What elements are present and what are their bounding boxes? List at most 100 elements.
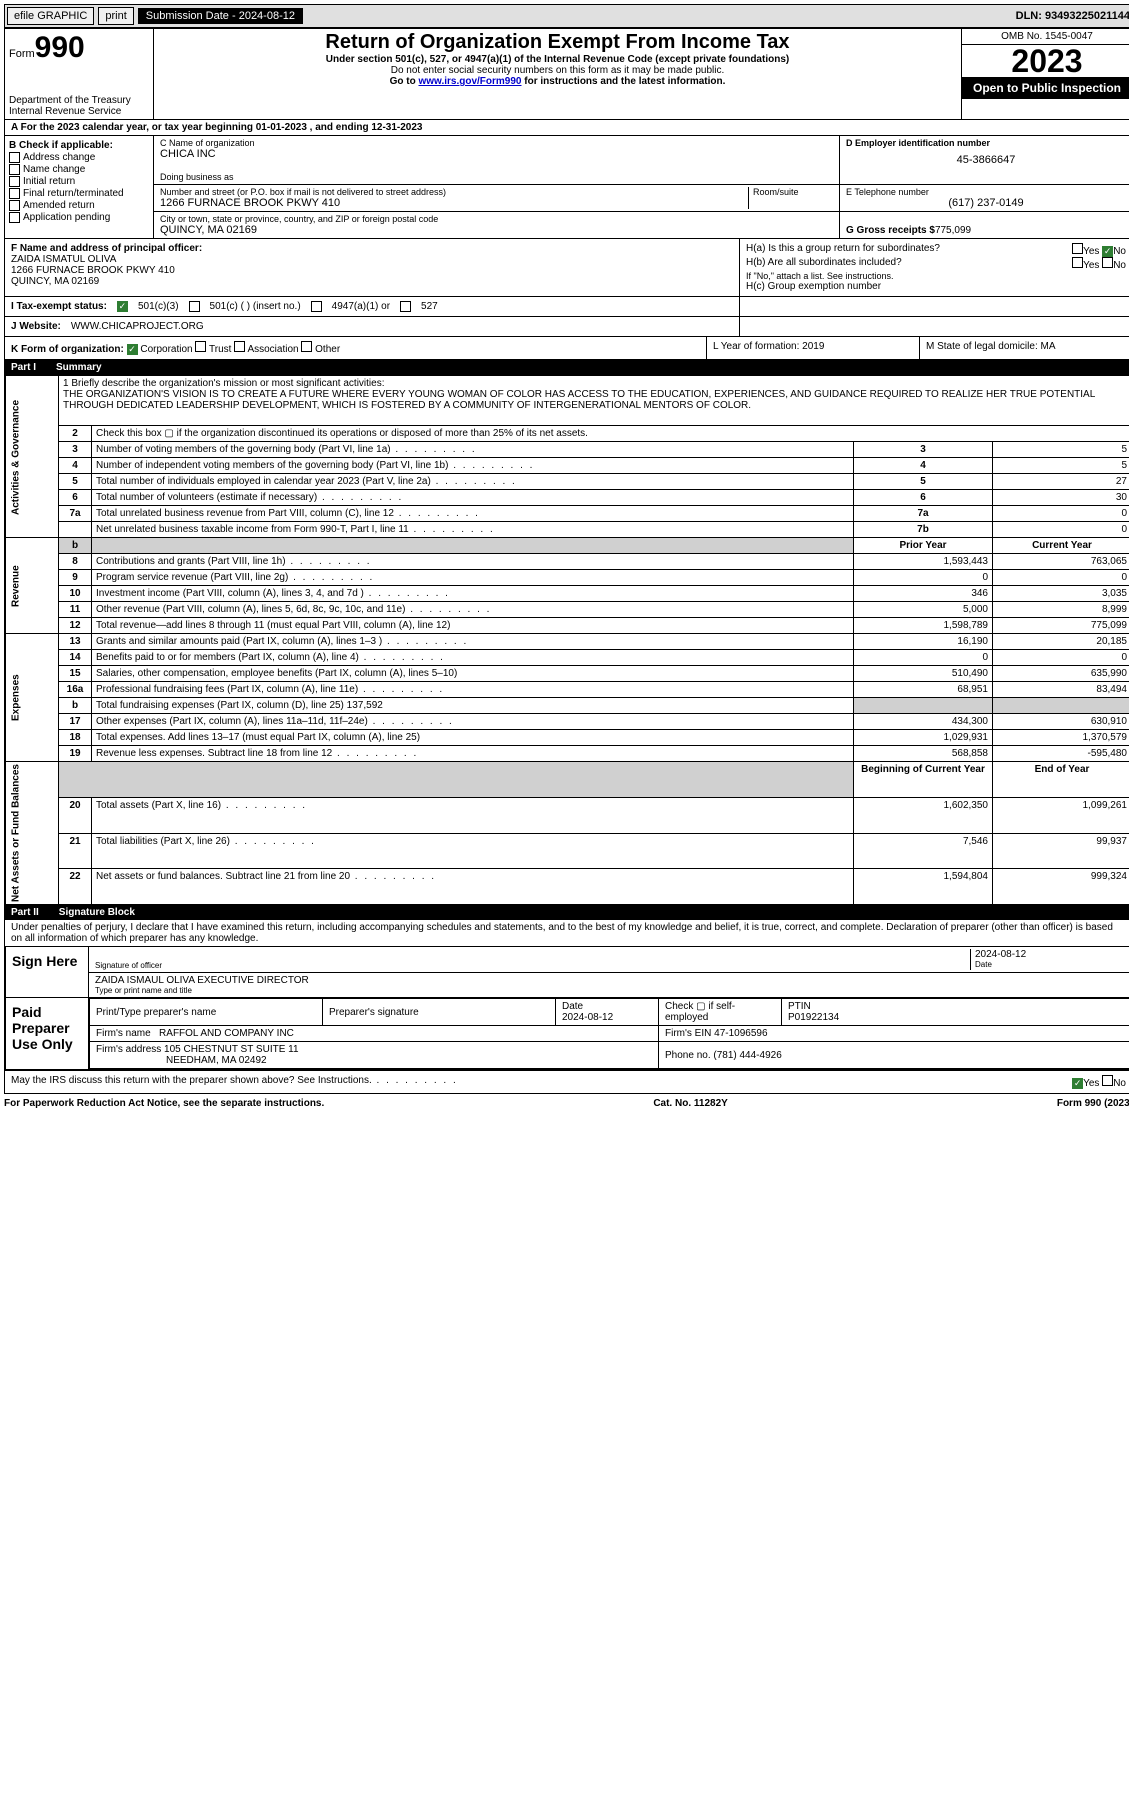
ty-prefix: A For the 2023 calendar year, or tax yea…	[11, 122, 256, 133]
row-j: J Website: WWW.CHICAPROJECT.ORG	[5, 317, 1129, 337]
lbl-city: City or town, state or province, country…	[160, 214, 833, 224]
cap-date: Date	[975, 960, 1125, 969]
row-f-h: F Name and address of principal officer:…	[5, 239, 1129, 297]
hb-yes-lbl: Yes	[1083, 260, 1099, 271]
side-governance: Activities & Governance	[6, 376, 59, 538]
ty-end: 12-31-2023	[371, 122, 422, 133]
hb-yes[interactable]	[1072, 257, 1083, 268]
hdr-begin: Beginning of Current Year	[854, 762, 993, 798]
ha-no-checked[interactable]: ✓	[1102, 246, 1113, 257]
lbl-final-return: Final return/terminated	[23, 188, 124, 199]
lbl-street: Number and street (or P.O. box if mail i…	[160, 187, 748, 197]
ha-no-lbl: No	[1113, 246, 1126, 257]
part2-title: Signature Block	[59, 907, 135, 918]
rev-row: 12Total revenue—add lines 8 through 11 (…	[6, 618, 1129, 634]
form-990: Form990 Department of the Treasury Inter…	[4, 28, 1129, 1094]
form-number: 990	[35, 31, 85, 64]
chk-final-return[interactable]	[9, 188, 20, 199]
chk-527[interactable]	[400, 301, 411, 312]
lbl-tax-status: I Tax-exempt status:	[11, 301, 107, 312]
header-center: Return of Organization Exempt From Incom…	[154, 29, 961, 119]
chk-address-change[interactable]	[9, 152, 20, 163]
hb-question: H(b) Are all subordinates included?	[746, 257, 902, 271]
lbl-year-formed: L Year of formation:	[713, 341, 802, 352]
rev-row: 9Program service revenue (Part VIII, lin…	[6, 570, 1129, 586]
hdr-prior: Prior Year	[854, 538, 993, 554]
topbar: efile GRAPHIC print Submission Date - 20…	[4, 4, 1129, 28]
hb-no[interactable]	[1102, 257, 1113, 268]
rev-row: 10Investment income (Part VIII, column (…	[6, 586, 1129, 602]
form-word: Form	[9, 48, 35, 60]
chk-corp[interactable]: ✓	[127, 344, 138, 355]
phone: (617) 237-0149	[846, 197, 1126, 209]
form-subtitle-2: Do not enter social security numbers on …	[164, 65, 951, 76]
footer-mid: Cat. No. 11282Y	[653, 1098, 727, 1109]
block-b: B Check if applicable: Address change Na…	[5, 136, 154, 238]
chk-501c3[interactable]: ✓	[117, 301, 128, 312]
lbl-website: J Website:	[11, 321, 61, 332]
hc-label: H(c) Group exemption number	[746, 281, 1126, 292]
hdr-end: End of Year	[993, 762, 1129, 798]
gov-row: 4Number of independent voting members of…	[6, 458, 1129, 474]
part2-header: Part II Signature Block	[5, 905, 1129, 920]
lbl-firm-addr: Firm's address	[96, 1044, 164, 1055]
irs-link[interactable]: www.irs.gov/Form990	[418, 76, 521, 87]
gov-row: 2Check this box ▢ if the organization di…	[6, 426, 1129, 442]
exp-row: 14Benefits paid to or for members (Part …	[6, 650, 1129, 666]
chk-assoc[interactable]	[234, 341, 245, 352]
lbl-dba: Doing business as	[160, 172, 833, 182]
mission-question: 1 Briefly describe the organization's mi…	[63, 378, 1127, 389]
part1-header: Part I Summary	[5, 360, 1129, 375]
discuss-yes-checked[interactable]: ✓	[1072, 1078, 1083, 1089]
lbl-initial-return: Initial return	[23, 176, 75, 187]
lbl-form-org: K Form of organization:	[11, 344, 124, 355]
ty-mid: , and ending	[310, 122, 372, 133]
print-button[interactable]: print	[98, 7, 133, 25]
gross-receipts: 775,099	[935, 225, 971, 236]
block-f: F Name and address of principal officer:…	[5, 239, 740, 296]
efile-button[interactable]: efile GRAPHIC	[7, 7, 94, 25]
chk-501c[interactable]	[189, 301, 200, 312]
chk-initial-return[interactable]	[9, 176, 20, 187]
firm-name: RAFFOL AND COMPANY INC	[159, 1028, 294, 1039]
chk-app-pending[interactable]	[9, 212, 20, 223]
header-left: Form990 Department of the Treasury Inter…	[5, 29, 154, 119]
signature-block: Sign Here Signature of officer 2024-08-1…	[5, 946, 1129, 1070]
exp-row: 16aProfessional fundraising fees (Part I…	[6, 682, 1129, 698]
net-row: 20Total assets (Part X, line 16)1,602,35…	[6, 797, 1129, 833]
chk-name-change[interactable]	[9, 164, 20, 175]
opt-4947: 4947(a)(1) or	[332, 301, 390, 312]
chk-4947[interactable]	[311, 301, 322, 312]
block-cdeg: C Name of organization CHICA INC Doing b…	[154, 136, 1129, 238]
tax-year-line: A For the 2023 calendar year, or tax yea…	[5, 120, 1129, 136]
gov-row: 6Total number of volunteers (estimate if…	[6, 490, 1129, 506]
cap-name: Type or print name and title	[95, 986, 1125, 995]
hb-note: If "No," attach a list. See instructions…	[746, 271, 1126, 281]
lbl-address-change: Address change	[23, 152, 95, 163]
part1-num: Part I	[11, 362, 36, 373]
exp-row: 15Salaries, other compensation, employee…	[6, 666, 1129, 682]
block-h: H(a) Is this a group return for subordin…	[740, 239, 1129, 296]
discuss-no-lbl: No	[1113, 1078, 1126, 1089]
lbl-app-pending: Application pending	[23, 212, 110, 223]
hdr-b: b	[59, 538, 92, 554]
dln: DLN: 93493225021144	[1016, 10, 1129, 22]
ha-yes[interactable]	[1072, 243, 1083, 254]
discuss-question: May the IRS discuss this return with the…	[11, 1075, 1072, 1089]
discuss-no[interactable]	[1102, 1075, 1113, 1086]
ha-question: H(a) Is this a group return for subordin…	[746, 243, 940, 257]
firm-phone: (781) 444-4926	[713, 1050, 781, 1061]
cap-prep-name: Print/Type preparer's name	[96, 1007, 316, 1018]
chk-other[interactable]	[301, 341, 312, 352]
chk-trust[interactable]	[195, 341, 206, 352]
firm-addr: 105 CHESTNUT ST SUITE 11	[164, 1044, 299, 1055]
chk-amended[interactable]	[9, 200, 20, 211]
exp-row: bTotal fundraising expenses (Part IX, co…	[6, 698, 1129, 714]
officer-addr1: 1266 FURNACE BROOK PKWY 410	[11, 265, 733, 276]
meta-grid: B Check if applicable: Address change Na…	[5, 136, 1129, 239]
firm-ein: 47-1096596	[714, 1028, 767, 1039]
opt-501c3: 501(c)(3)	[138, 301, 179, 312]
website: WWW.CHICAPROJECT.ORG	[71, 321, 204, 332]
discuss-yes: Yes	[1083, 1078, 1099, 1089]
opt-trust: Trust	[209, 344, 231, 355]
